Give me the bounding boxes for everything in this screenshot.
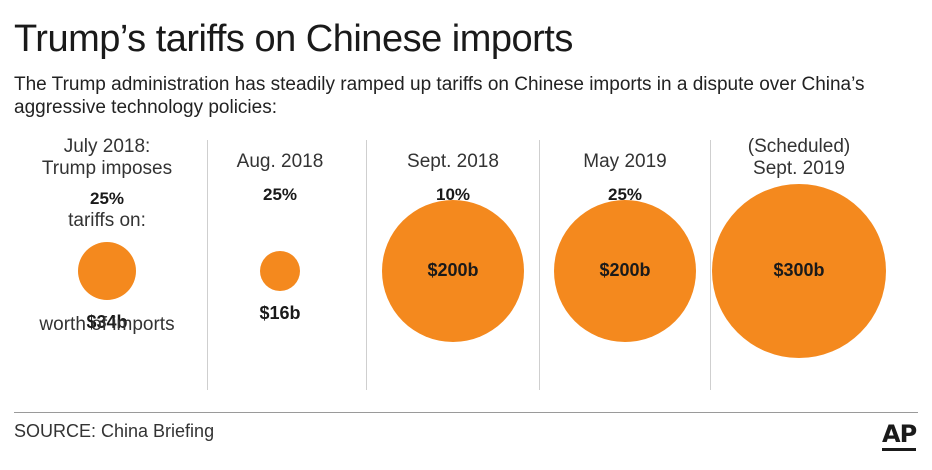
column-date: Sept. 2018 [407, 151, 499, 172]
amount-label: $34b [86, 312, 128, 333]
column-text-after-rate: tariffs on: [68, 210, 146, 231]
column-divider [366, 140, 367, 390]
amount-label: $200b [599, 260, 651, 280]
column-date-line2: Trump imposes [41, 158, 173, 179]
ap-logo: AP [882, 420, 917, 451]
column-date: (Scheduled) [747, 136, 851, 157]
column-may-2019: May 2019 25% $200b [540, 136, 710, 391]
bubble-sept-2019 [712, 184, 886, 358]
column-rate: 25% [262, 185, 298, 204]
chart-title: Trump’s tariffs on Chinese imports [14, 18, 573, 60]
column-sept-2018: Sept. 2018 10% $200b [367, 136, 539, 391]
column-rate: 25% [89, 189, 125, 208]
amount-label: $200b [427, 260, 479, 280]
column-rate: 10% [435, 185, 471, 204]
bubble-aug-2018 [259, 250, 301, 292]
column-date: July 2018: [63, 136, 151, 157]
amount-label: $16b [259, 303, 301, 324]
column-text-after-amount: worth of imports [39, 314, 175, 335]
bubble-sept-2018 [381, 199, 525, 343]
column-date-line2: Sept. 2019 [753, 158, 845, 179]
chart-subtitle: The Trump administration has steadily ra… [14, 74, 865, 118]
column-rate: 25% [607, 185, 643, 204]
column-date: Aug. 2018 [236, 151, 324, 172]
bubble-july-2018 [77, 241, 137, 301]
column-sept-2019: (Scheduled) Sept. 2019 10% $300b [711, 136, 887, 391]
column-divider [207, 140, 208, 390]
amount-label: $300b [773, 260, 825, 280]
footer-rule [14, 412, 918, 413]
column-july-2018: July 2018: Trump imposes 25% tariffs on:… [14, 136, 200, 391]
column-divider [539, 140, 540, 390]
column-date: May 2019 [583, 151, 667, 172]
column-divider [710, 140, 711, 390]
column-aug-2018: Aug. 2018 25% $16b [208, 136, 352, 391]
source-note: SOURCE: China Briefing [14, 421, 215, 441]
bubble-may-2019 [553, 199, 697, 343]
